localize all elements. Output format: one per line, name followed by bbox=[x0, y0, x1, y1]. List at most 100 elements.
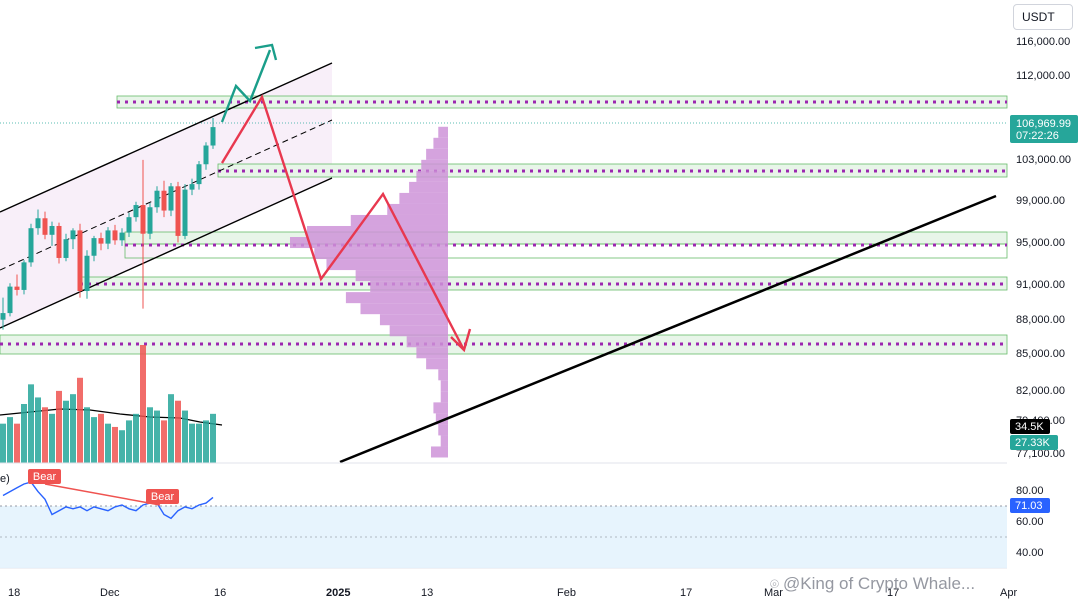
volume-bar bbox=[126, 420, 132, 463]
rsi-pane-label: e) bbox=[0, 473, 10, 485]
volume-bar bbox=[182, 410, 188, 463]
volume-profile-bin bbox=[426, 358, 448, 370]
rsi-bearish-divergence-line bbox=[44, 483, 161, 506]
bullish-arrowhead-icon bbox=[254, 43, 278, 61]
volume-bar bbox=[98, 413, 104, 463]
bearish-arrowhead-icon bbox=[450, 328, 472, 353]
candle-body bbox=[203, 145, 209, 165]
candle-body bbox=[140, 205, 146, 234]
price-tick-label: 91,000.00 bbox=[1016, 279, 1065, 291]
price-tick-label: 103,000.00 bbox=[1016, 154, 1071, 166]
time-tick-label: 17 bbox=[680, 587, 692, 599]
channel-upper bbox=[0, 62, 333, 213]
bearish-forecast-path[interactable] bbox=[220, 94, 466, 351]
candle-body bbox=[7, 286, 13, 314]
candle-body bbox=[91, 238, 97, 256]
volume-bar bbox=[175, 400, 181, 463]
rsi-tick-label: 40.00 bbox=[1016, 547, 1044, 559]
candles bbox=[0, 117, 216, 330]
price-tick-label: 77,100.00 bbox=[1016, 448, 1065, 460]
rsi-tick-label: 80.00 bbox=[1016, 485, 1044, 497]
candle-body bbox=[182, 189, 188, 236]
volume-profile-bin bbox=[345, 292, 448, 304]
candle-body bbox=[84, 255, 90, 292]
volume-profile-bin bbox=[387, 203, 448, 215]
volume-profile bbox=[290, 126, 448, 458]
volume-profile-bin bbox=[438, 126, 448, 138]
volume-bar bbox=[112, 426, 118, 463]
currency-selector[interactable]: USDT bbox=[1013, 4, 1073, 30]
volume-bar bbox=[105, 423, 111, 463]
long-trendline[interactable] bbox=[339, 194, 997, 464]
rsi-axis[interactable]: 80.00 60.00 40.00 bbox=[1016, 485, 1044, 559]
volume-profile-bin bbox=[370, 281, 448, 293]
candle-body bbox=[154, 190, 160, 208]
price-tick-label: 99,000.00 bbox=[1016, 195, 1065, 207]
volume-bar bbox=[21, 404, 27, 463]
volume-profile-bin bbox=[426, 148, 448, 160]
candle-body bbox=[28, 228, 34, 263]
volume-profile-bin bbox=[440, 391, 448, 403]
price-tick-label: 82,000.00 bbox=[1016, 385, 1065, 397]
svg-text:106,969.99: 106,969.99 bbox=[1016, 118, 1071, 130]
time-tick-label: 13 bbox=[421, 587, 433, 599]
bullish-forecast-path[interactable] bbox=[220, 49, 272, 123]
price-axis[interactable]: 116,000.00 112,000.00 103,000.00 99,000.… bbox=[1016, 36, 1071, 460]
current-price-tag: 106,969.99 07:22:26 bbox=[1010, 115, 1078, 143]
volume-ma-tag: 27.33K bbox=[1010, 435, 1058, 450]
volume-bar bbox=[49, 413, 55, 463]
camera-icon: ⌾ bbox=[770, 576, 780, 593]
time-axis[interactable]: 18 Dec 16 2025 13 Feb 17 Mar 17 Apr bbox=[8, 587, 1017, 599]
volume-profile-bin bbox=[307, 225, 448, 238]
volume-profile-bin bbox=[416, 347, 448, 359]
time-tick-label: 17 bbox=[887, 587, 899, 599]
volume-profile-bin bbox=[399, 192, 448, 204]
volume-bar bbox=[14, 423, 20, 463]
time-tick-label: Feb bbox=[557, 587, 576, 599]
watermark: ⌾ @King of Crypto Whale... bbox=[770, 574, 975, 594]
volume-bar bbox=[91, 417, 97, 463]
rsi-line bbox=[2, 481, 214, 520]
volume-profile-bin bbox=[389, 325, 448, 337]
volume-bar bbox=[0, 423, 6, 463]
volume-bar bbox=[203, 420, 209, 463]
volume-profile-bin bbox=[438, 369, 448, 381]
svg-text:07:22:26: 07:22:26 bbox=[1016, 130, 1059, 142]
volume-profile-bin bbox=[435, 413, 448, 425]
rsi-value-tag: 71.03 bbox=[1010, 498, 1050, 513]
volume-profile-bin bbox=[416, 170, 448, 182]
volume-profile-bin bbox=[326, 259, 448, 271]
volume-profile-bin bbox=[409, 181, 448, 193]
volume-bar bbox=[84, 407, 90, 463]
time-tick-label: 2025 bbox=[326, 587, 350, 599]
volume-value-tag: 34.5K bbox=[1010, 419, 1050, 434]
volume-profile-bin bbox=[290, 237, 448, 249]
rsi-bear-tag-1: Bear bbox=[28, 469, 61, 484]
time-tick-label: 18 bbox=[8, 587, 20, 599]
volume-profile-bin bbox=[433, 402, 448, 414]
candle-body bbox=[168, 186, 174, 211]
volume-profile-bin bbox=[438, 424, 448, 436]
volume-bars bbox=[0, 345, 216, 463]
volume-bar bbox=[189, 423, 195, 463]
volume-bar bbox=[161, 420, 167, 463]
time-tick-label: Dec bbox=[100, 587, 120, 599]
price-tick-label: 88,000.00 bbox=[1016, 314, 1065, 326]
volume-bar bbox=[56, 390, 62, 463]
candle-body bbox=[210, 127, 216, 146]
time-tick-label: 16 bbox=[214, 587, 226, 599]
candle-body bbox=[147, 207, 153, 234]
price-tick-label: 116,000.00 bbox=[1016, 36, 1070, 48]
volume-bar bbox=[154, 410, 160, 463]
volume-bar bbox=[196, 423, 202, 463]
volume-bar bbox=[140, 345, 146, 463]
candle-body bbox=[189, 184, 195, 190]
candle-body bbox=[70, 230, 76, 240]
price-tick-label: 112,000.00 bbox=[1016, 70, 1070, 82]
svg-text:27.33K: 27.33K bbox=[1015, 437, 1051, 449]
candle-body bbox=[119, 232, 125, 241]
volume-profile-bin bbox=[440, 380, 448, 392]
volume-bar bbox=[42, 407, 48, 463]
candle-body bbox=[63, 239, 69, 258]
